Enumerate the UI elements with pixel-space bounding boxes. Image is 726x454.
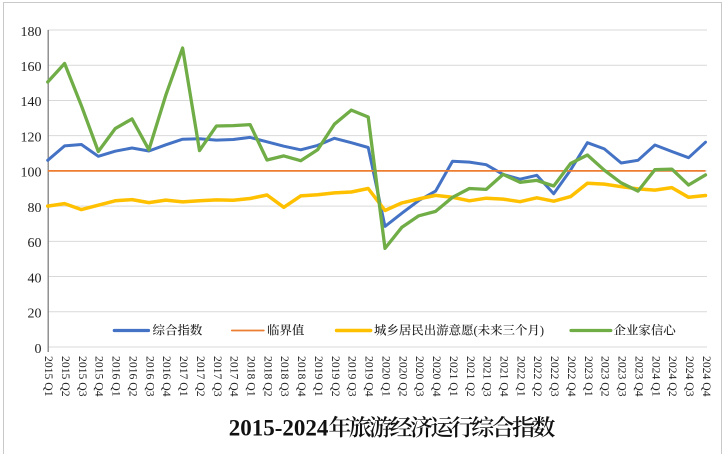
- svg-text:2016 Q2: 2016 Q2: [126, 356, 139, 397]
- svg-text:临界值: 临界值: [267, 321, 305, 339]
- svg-text:2019 Q2: 2019 Q2: [329, 356, 342, 397]
- svg-text:2022 Q4: 2022 Q4: [565, 356, 578, 397]
- svg-text:2024 Q1: 2024 Q1: [649, 356, 662, 397]
- svg-text:160: 160: [21, 60, 42, 75]
- svg-text:20: 20: [28, 307, 42, 322]
- svg-text:2015 Q4: 2015 Q4: [93, 356, 106, 397]
- svg-text:2017 Q4: 2017 Q4: [228, 356, 241, 397]
- svg-text:2019 Q1: 2019 Q1: [312, 356, 325, 397]
- svg-text:2020 Q1: 2020 Q1: [379, 356, 392, 397]
- svg-text:2021 Q3: 2021 Q3: [481, 356, 494, 397]
- svg-text:120: 120: [21, 131, 42, 146]
- svg-text:100: 100: [21, 166, 42, 181]
- svg-text:80: 80: [28, 201, 42, 216]
- svg-text:0: 0: [35, 342, 42, 357]
- svg-text:180: 180: [21, 25, 42, 40]
- svg-text:2023 Q1: 2023 Q1: [582, 356, 595, 397]
- svg-text:2018 Q1: 2018 Q1: [245, 356, 258, 397]
- svg-text:2017 Q3: 2017 Q3: [211, 356, 224, 397]
- svg-text:2020 Q2: 2020 Q2: [396, 356, 409, 397]
- svg-text:2016 Q1: 2016 Q1: [110, 356, 123, 397]
- svg-text:2016 Q4: 2016 Q4: [160, 356, 173, 397]
- svg-text:2021 Q4: 2021 Q4: [498, 356, 511, 397]
- svg-text:2021 Q2: 2021 Q2: [464, 356, 477, 397]
- svg-text:2022 Q1: 2022 Q1: [514, 356, 527, 397]
- svg-text:2020 Q3: 2020 Q3: [413, 356, 426, 397]
- svg-text:城乡居民出游意愿(未来三个月): 城乡居民出游意愿(未来三个月): [374, 321, 544, 339]
- svg-text:2024 Q2: 2024 Q2: [666, 356, 679, 397]
- svg-text:140: 140: [21, 95, 42, 110]
- svg-text:60: 60: [28, 236, 42, 251]
- svg-text:2022 Q3: 2022 Q3: [548, 356, 561, 397]
- svg-text:2015 Q3: 2015 Q3: [76, 356, 89, 397]
- svg-text:40: 40: [28, 271, 42, 286]
- svg-text:2022 Q2: 2022 Q2: [531, 356, 544, 397]
- svg-text:2015 Q2: 2015 Q2: [59, 356, 72, 397]
- svg-text:2019 Q4: 2019 Q4: [363, 356, 376, 397]
- svg-text:2023 Q4: 2023 Q4: [632, 356, 645, 397]
- svg-text:2017 Q1: 2017 Q1: [177, 356, 190, 397]
- svg-text:2018 Q3: 2018 Q3: [278, 356, 291, 397]
- svg-text:2024 Q3: 2024 Q3: [683, 356, 696, 397]
- svg-text:2018 Q2: 2018 Q2: [261, 356, 274, 397]
- svg-text:2020 Q4: 2020 Q4: [430, 356, 443, 397]
- svg-text:2023 Q3: 2023 Q3: [616, 356, 629, 397]
- svg-text:2016 Q3: 2016 Q3: [143, 356, 156, 397]
- svg-text:2015-2024年旅游经济运行综合指数: 2015-2024年旅游经济运行综合指数: [229, 409, 556, 442]
- svg-text:综合指数: 综合指数: [153, 321, 203, 339]
- svg-text:2021 Q1: 2021 Q1: [447, 356, 460, 397]
- svg-text:2024 Q4: 2024 Q4: [700, 356, 713, 397]
- svg-text:2023 Q2: 2023 Q2: [599, 356, 612, 397]
- svg-text:2015 Q1: 2015 Q1: [42, 356, 55, 397]
- svg-text:2019 Q3: 2019 Q3: [346, 356, 359, 397]
- svg-text:2018 Q4: 2018 Q4: [295, 356, 308, 397]
- svg-text:2017 Q2: 2017 Q2: [194, 356, 207, 397]
- svg-text:企业家信心: 企业家信心: [614, 321, 676, 339]
